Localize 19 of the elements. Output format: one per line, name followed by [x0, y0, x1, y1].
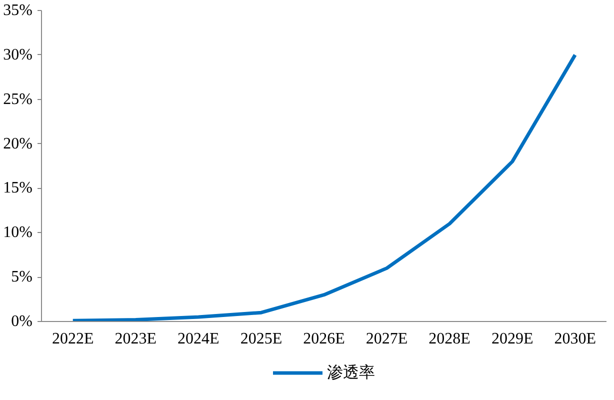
y-tick-label: 5%: [11, 268, 32, 286]
x-tick-label: 2025E: [240, 330, 282, 348]
x-tick-label: 2027E: [366, 330, 408, 348]
x-tick-label: 2024E: [178, 330, 220, 348]
y-tick-label: 20%: [3, 135, 32, 152]
x-tick-label: 2030E: [554, 330, 596, 348]
x-tick-label: 2022E: [52, 330, 94, 348]
line-series: [71, 53, 577, 322]
y-tick-label: 30%: [3, 46, 32, 64]
y-tick-label: 15%: [3, 180, 32, 197]
y-tick-label: 35%: [3, 2, 32, 19]
x-tick-label: 2023E: [114, 330, 157, 348]
y-tick-label: 25%: [3, 90, 32, 108]
x-tick-label: 2028E: [428, 330, 470, 348]
x-tick-label: 2026E: [303, 330, 345, 348]
x-tick-label: 2029E: [491, 330, 534, 348]
y-tick-label: 0%: [11, 313, 32, 330]
legend-label: 渗透率: [327, 363, 375, 383]
y-tick-label: 10%: [3, 224, 32, 242]
